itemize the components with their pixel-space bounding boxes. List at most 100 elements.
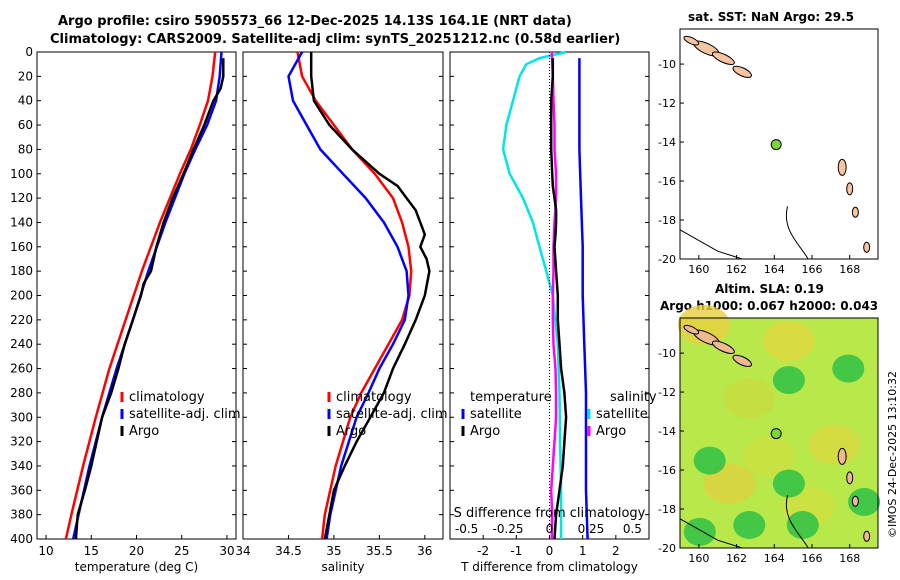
y-tick-label: 240 [10,337,33,351]
x-tick-label: 10 [38,544,53,558]
map-y-tick-label: -18 [658,214,676,227]
y-tick-label: 60 [18,118,33,132]
sla-map-title-line1: Altim. SLA: 0.19 [715,282,824,296]
legend-entry: temperature [470,390,552,405]
map-x-tick-label: 160 [688,263,709,276]
map-x-tick-label: 162 [726,263,747,276]
y-tick-label: 100 [10,167,33,181]
sla-anomaly-patch [808,424,861,465]
legend-entry: satellite-adj. clim [129,407,241,422]
argo-location-marker [770,428,782,440]
map-x-tick-label: 166 [802,263,823,276]
x-tick-label: 0 [546,544,554,558]
y-tick-label: 220 [10,313,33,327]
legend-entry: satellite [596,407,648,422]
reef-outline [679,229,743,260]
map-x-tick-label: 168 [839,263,860,276]
reef-outline [785,495,809,549]
map-frame [679,28,879,260]
x-tick-label: 35.5 [366,544,393,558]
map-y-tick-label: -16 [658,175,676,188]
island [837,158,847,176]
map-y-tick-label: -12 [658,386,676,399]
island [732,354,752,367]
x-tick-label: 36 [417,544,432,558]
sla-low-patch [832,354,865,383]
legend-entry: satellite-adj. clim [336,407,448,422]
map-x-tick-label: 160 [688,552,709,565]
sla-low-patch [772,469,805,498]
x-tick-label: 15 [84,544,99,558]
map-x-tick-label: 164 [764,263,785,276]
series-line [501,50,567,539]
sla-anomaly-patch [743,436,796,476]
y-tick-label: 400 [10,532,33,546]
x-tick-label-top: -0.25 [493,522,524,536]
y-tick-label: 340 [10,459,33,473]
reef-outline [785,206,809,260]
y-tick-label: 20 [18,69,33,83]
x-axis-label: T difference from climatology [460,560,638,574]
series-line [309,52,431,540]
figure-title-line1: Argo profile: csiro 5905573_66 12-Dec-20… [58,14,572,29]
legend-entry: Argo [596,424,626,439]
island [711,51,735,65]
map-y-tick-label: -12 [658,97,676,110]
x-axis-label-top: S difference from climatology [454,506,646,521]
x-tick-label: 25 [174,544,189,558]
x-tick-label: 35 [326,544,341,558]
y-tick-label: 300 [10,410,33,424]
legend-entry: salinity [610,390,657,405]
sla-low-patch [733,511,766,539]
legend-entry: satellite [470,407,522,422]
x-tick-label-top: -0.5 [455,522,478,536]
x-tick-label: 30 [219,544,234,558]
island [732,65,752,78]
x-tick-label: -2 [477,544,489,558]
sla-anomaly-patch [677,304,730,345]
map-y-tick-label: -14 [658,136,676,149]
series-line [578,58,589,540]
y-tick-label: 120 [10,191,33,205]
x-tick-label-top: 0 [546,522,554,536]
island [851,495,859,507]
map-frame [679,317,879,549]
reef-outline [679,518,743,549]
y-tick-label: 380 [10,508,33,522]
series-line [64,51,217,540]
x-tick-label: 20 [129,544,144,558]
map-y-tick-label: -20 [658,253,676,266]
series-line [296,51,413,540]
plot-frame-salinity [242,51,444,540]
y-tick-label: 40 [18,94,33,108]
sla-anomaly-patch [762,321,815,361]
island [851,206,859,218]
x-tick-label-top: 0.25 [578,522,605,536]
x-tick-label-top: 0.5 [623,522,642,536]
y-tick-label: 180 [10,264,33,278]
y-tick-label: 320 [10,435,33,449]
island [683,35,700,46]
legend-entry: climatology [336,390,412,405]
map-x-tick-label: 162 [726,552,747,565]
y-tick-label: 360 [10,483,33,497]
sla-low-patch [693,446,726,475]
series-line [549,51,558,540]
island [846,471,854,485]
sla-anomaly-patch [723,378,776,419]
y-tick-label: 140 [10,215,33,229]
map-y-tick-label: -16 [658,464,676,477]
x-tick-label: 34 [235,544,250,558]
island [683,324,700,335]
map-y-tick-label: -10 [658,58,676,71]
map-x-tick-label: 168 [839,552,860,565]
y-tick-label: 160 [10,240,33,254]
island [863,241,871,253]
sst-map-title: sat. SST: NaN Argo: 29.5 [688,10,854,24]
y-tick-label: 0 [25,45,33,59]
x-tick-label: -1 [510,544,522,558]
legend-entry: climatology [129,390,205,405]
x-tick-label: 34.5 [275,544,302,558]
argo-location-marker [770,139,782,151]
